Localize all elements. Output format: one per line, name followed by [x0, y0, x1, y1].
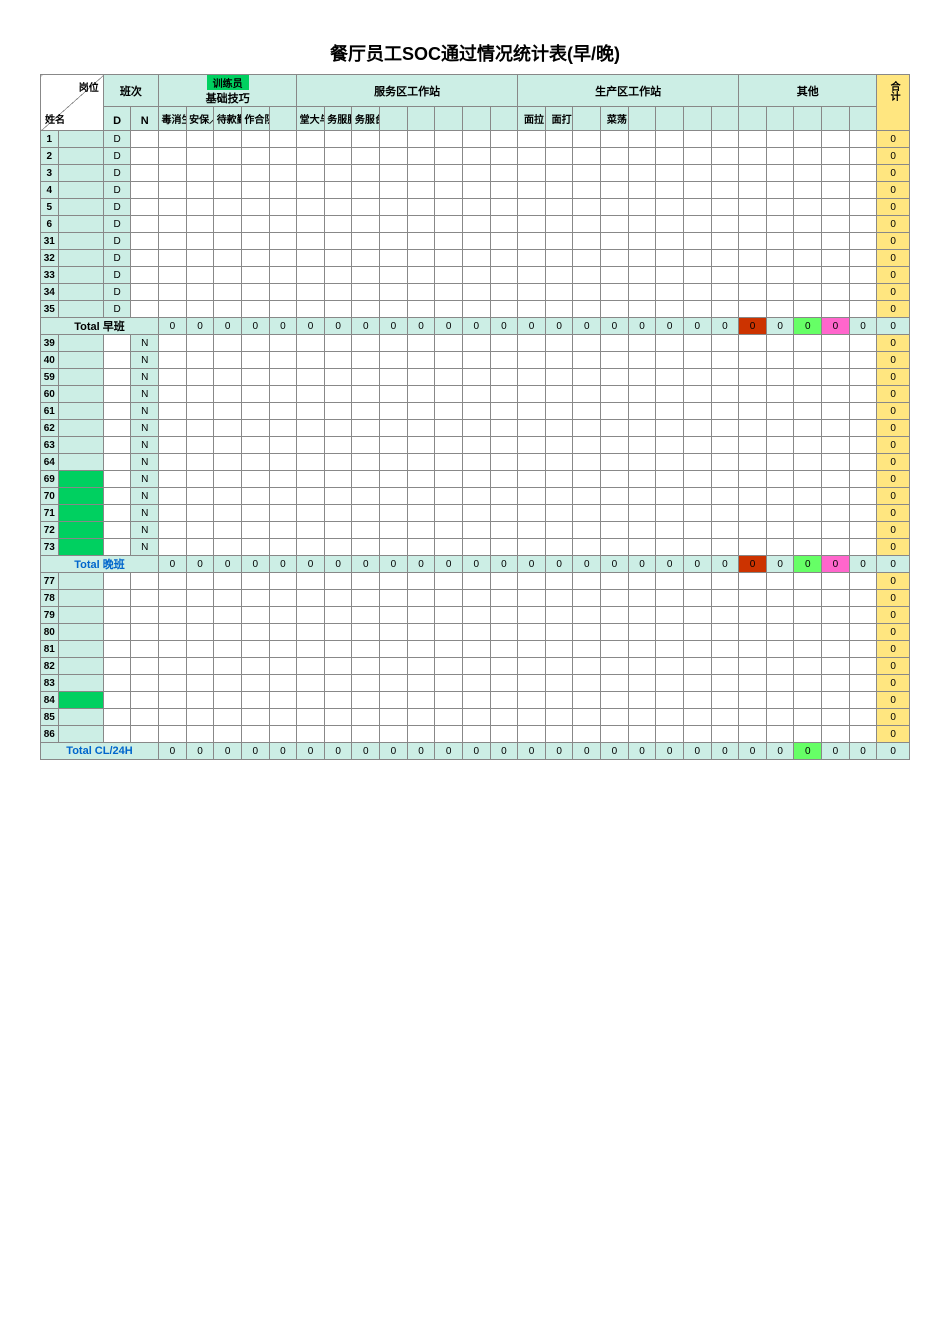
table-header: 岗位 姓名 班次 训练员基础技巧 服务区工作站 生产区工作站 其他 合计 D N…	[41, 75, 910, 131]
table-row: 3D0	[41, 165, 910, 182]
subcol-4	[269, 107, 297, 131]
table-row: 69N0	[41, 471, 910, 488]
table-row: 62N0	[41, 420, 910, 437]
subcol-24	[822, 107, 850, 131]
subcol-17	[628, 107, 656, 131]
header-other: 其他	[739, 75, 877, 107]
header-production: 生产区工作站	[518, 75, 739, 107]
table-row: 72N0	[41, 522, 910, 539]
subcol-0: 食品安全／清洁与卫生消毒	[159, 107, 187, 131]
table-row: 820	[41, 658, 910, 675]
subcol-11	[462, 107, 490, 131]
table-row: 800	[41, 624, 910, 641]
table-row: 6D0	[41, 216, 910, 233]
subcol-23	[794, 107, 822, 131]
subcol-1: 安全／保安	[186, 107, 214, 131]
table-row: 39N0	[41, 335, 910, 352]
table-row: 35D0	[41, 301, 910, 318]
table-row: 780	[41, 590, 910, 607]
table-row: 32D0	[41, 250, 910, 267]
subcol-8	[380, 107, 408, 131]
table-row: 790	[41, 607, 910, 624]
header-trainer: 训练员基础技巧	[159, 75, 297, 107]
subcol-2: 殷勤款待	[214, 107, 242, 131]
subcol-5: 外围与大堂	[297, 107, 325, 131]
subcol-6: 备膳服务	[324, 107, 352, 131]
table-row: 860	[41, 726, 910, 743]
table-row: 73N0	[41, 539, 910, 556]
table-row: 840	[41, 692, 910, 709]
table-row: 770	[41, 573, 910, 590]
header-n: N	[131, 107, 159, 131]
table-row: 70N0	[41, 488, 910, 505]
subcol-13: 拉面	[518, 107, 546, 131]
table-row: 64N0	[41, 454, 910, 471]
page-title: 餐厅员工SOC通过情况统计表(早/晚)	[40, 40, 910, 66]
header-shift-group: 班次	[103, 75, 158, 107]
table-row: 830	[41, 675, 910, 692]
table-row: 59N0	[41, 369, 910, 386]
table-row: 850	[41, 709, 910, 726]
table-row: 1D0	[41, 131, 910, 148]
table-row: 60N0	[41, 386, 910, 403]
table-row: 810	[41, 641, 910, 658]
table-body: 1D02D03D04D05D06D031D032D033D034D035D0To…	[41, 131, 910, 760]
subcol-10	[435, 107, 463, 131]
subcol-14: 打面	[545, 107, 573, 131]
table-row: 61N0	[41, 403, 910, 420]
subcol-16: 荡菜	[601, 107, 629, 131]
header-total: 合计	[877, 75, 910, 131]
header-d: D	[103, 107, 131, 131]
table-row: 34D0	[41, 284, 910, 301]
subcol-21	[739, 107, 767, 131]
subcol-9	[407, 107, 435, 131]
total-row: Total 早班000000000000000000000000000	[41, 318, 910, 335]
subcol-18	[656, 107, 684, 131]
table-row: 2D0	[41, 148, 910, 165]
table-row: 33D0	[41, 267, 910, 284]
subcol-3: 团队合作	[241, 107, 269, 131]
soc-table: 岗位 姓名 班次 训练员基础技巧 服务区工作站 生产区工作站 其他 合计 D N…	[40, 74, 910, 760]
table-row: 31D0	[41, 233, 910, 250]
header-service: 服务区工作站	[297, 75, 518, 107]
subcol-7: 柜台服务	[352, 107, 380, 131]
table-row: 71N0	[41, 505, 910, 522]
header-diag: 岗位 姓名	[41, 75, 104, 131]
table-row: 63N0	[41, 437, 910, 454]
subcol-15	[573, 107, 601, 131]
subcol-20	[711, 107, 739, 131]
table-row: 40N0	[41, 352, 910, 369]
subcol-22	[766, 107, 794, 131]
subcol-19	[683, 107, 711, 131]
table-row: 5D0	[41, 199, 910, 216]
table-row: 4D0	[41, 182, 910, 199]
total-row: Total 晚班000000000000000000000000000	[41, 556, 910, 573]
subcol-25	[849, 107, 877, 131]
subcol-12	[490, 107, 518, 131]
total-row: Total CL/24H000000000000000000000000000	[41, 743, 910, 760]
